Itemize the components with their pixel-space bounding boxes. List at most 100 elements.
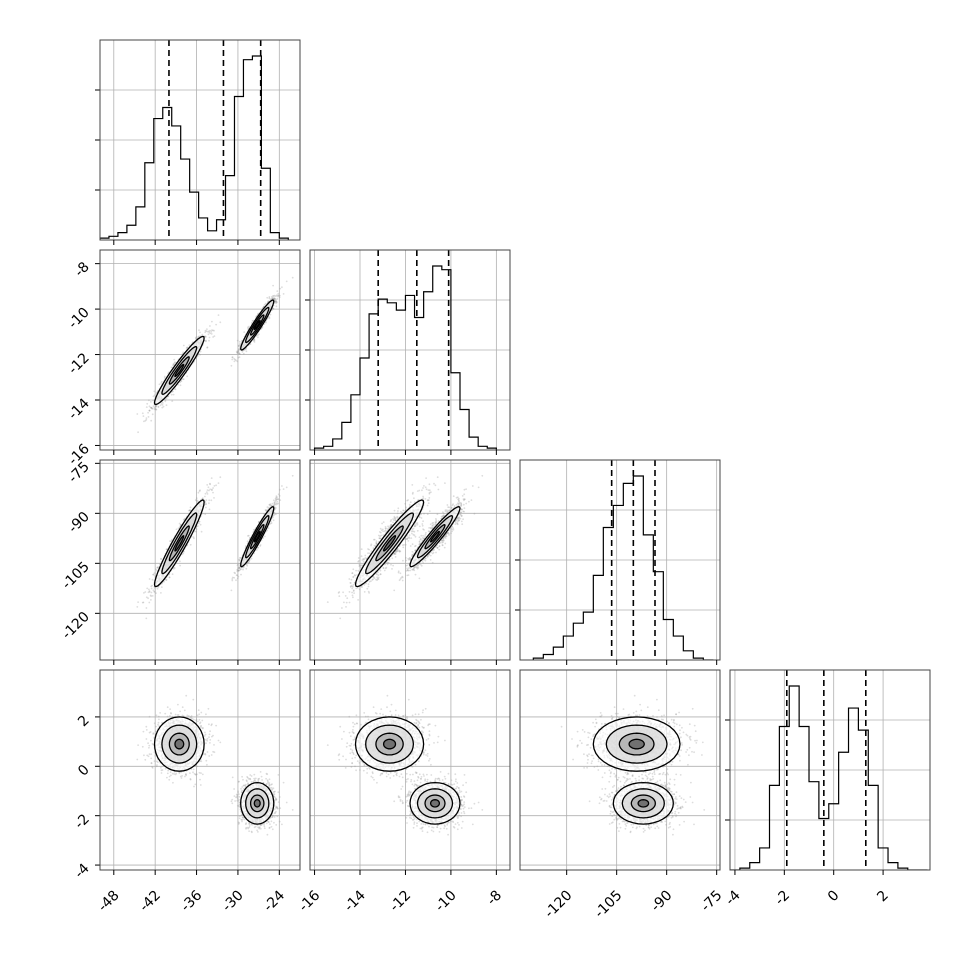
sample-point <box>242 352 245 355</box>
sample-point <box>158 383 161 386</box>
sample-point <box>256 334 259 337</box>
sample-point <box>276 498 278 501</box>
sample-point <box>206 346 209 349</box>
sample-point <box>271 297 274 300</box>
sample-point <box>173 358 176 361</box>
sample-point <box>273 298 276 300</box>
sample-point <box>160 586 163 588</box>
sample-point <box>273 294 276 297</box>
sample-point <box>174 388 176 390</box>
sample-point <box>151 584 154 587</box>
sample-point <box>272 284 274 287</box>
sample-point <box>276 298 279 300</box>
sample-point <box>157 586 160 588</box>
sample-point <box>186 346 189 349</box>
sample-point <box>208 331 211 334</box>
sample-point <box>281 485 283 487</box>
sample-point <box>239 568 242 571</box>
sample-point <box>238 349 240 351</box>
sample-point <box>204 501 207 503</box>
sample-point <box>141 412 144 415</box>
sample-point <box>276 294 278 297</box>
sample-point <box>285 280 288 283</box>
sample-point <box>211 320 213 323</box>
sample-point <box>165 404 168 407</box>
sample-point <box>157 406 160 408</box>
sample-point <box>211 488 213 491</box>
sample-point <box>267 300 270 303</box>
sample-point <box>271 295 273 298</box>
sample-point <box>147 597 150 600</box>
sample-point <box>251 321 253 324</box>
sample-point <box>268 317 271 320</box>
sample-point <box>143 592 145 594</box>
sample-point <box>276 290 279 292</box>
sample-point <box>148 399 150 402</box>
sample-point <box>253 339 256 342</box>
sample-point <box>273 297 275 299</box>
sample-point <box>183 517 186 520</box>
sample-point <box>151 578 154 581</box>
sample-point <box>204 329 207 332</box>
sample-point <box>237 350 240 353</box>
sample-point <box>154 574 157 577</box>
sample-point <box>172 568 175 570</box>
sample-point <box>183 550 185 553</box>
sample-point <box>153 587 156 589</box>
sample-point <box>160 558 163 560</box>
sample-point <box>199 353 201 356</box>
sample-point <box>156 566 159 569</box>
sample-point <box>186 346 189 349</box>
sample-point <box>144 419 147 422</box>
sample-point <box>237 349 240 352</box>
sample-point <box>145 406 148 408</box>
sample-point <box>239 342 241 345</box>
sample-point <box>150 401 152 403</box>
sample-point <box>189 543 192 546</box>
sample-point <box>137 601 140 603</box>
sample-point <box>179 524 182 527</box>
sample-point <box>275 301 278 304</box>
sample-point <box>173 363 175 366</box>
sample-point <box>244 348 247 351</box>
sample-point <box>209 488 212 491</box>
sample-point <box>238 356 241 358</box>
sample-point <box>160 558 162 560</box>
sample-point <box>169 540 171 542</box>
sample-point <box>193 537 195 540</box>
sample-point <box>165 397 168 400</box>
sample-point <box>266 506 269 508</box>
sample-point <box>195 499 198 502</box>
sample-point <box>281 286 283 289</box>
sample-point <box>207 333 210 336</box>
sample-point <box>199 489 201 492</box>
sample-point <box>172 363 175 366</box>
sample-point <box>151 595 154 597</box>
sample-point <box>148 405 151 408</box>
sample-point <box>189 509 191 512</box>
sample-point <box>173 362 176 364</box>
sample-point <box>206 346 209 349</box>
sample-point <box>148 409 151 412</box>
panel-frame <box>99 249 301 451</box>
sample-point <box>163 580 165 583</box>
sample-point <box>277 292 280 295</box>
sample-point <box>165 579 168 581</box>
sample-point <box>247 327 250 330</box>
sample-point <box>215 323 218 326</box>
sample-point <box>217 482 220 484</box>
sample-point <box>236 351 239 354</box>
sample-point <box>150 406 153 409</box>
sample-point <box>261 326 264 329</box>
sample-point <box>205 503 207 505</box>
histogram-step <box>100 55 289 240</box>
sample-point <box>146 587 149 590</box>
sample-point <box>236 351 239 354</box>
sample-point <box>200 530 203 533</box>
sample-point <box>198 335 201 338</box>
contour-level <box>253 319 261 331</box>
sample-point <box>210 331 213 333</box>
y-tick-label: -12 <box>65 350 92 377</box>
sample-point <box>201 498 204 500</box>
sample-point <box>153 591 156 593</box>
